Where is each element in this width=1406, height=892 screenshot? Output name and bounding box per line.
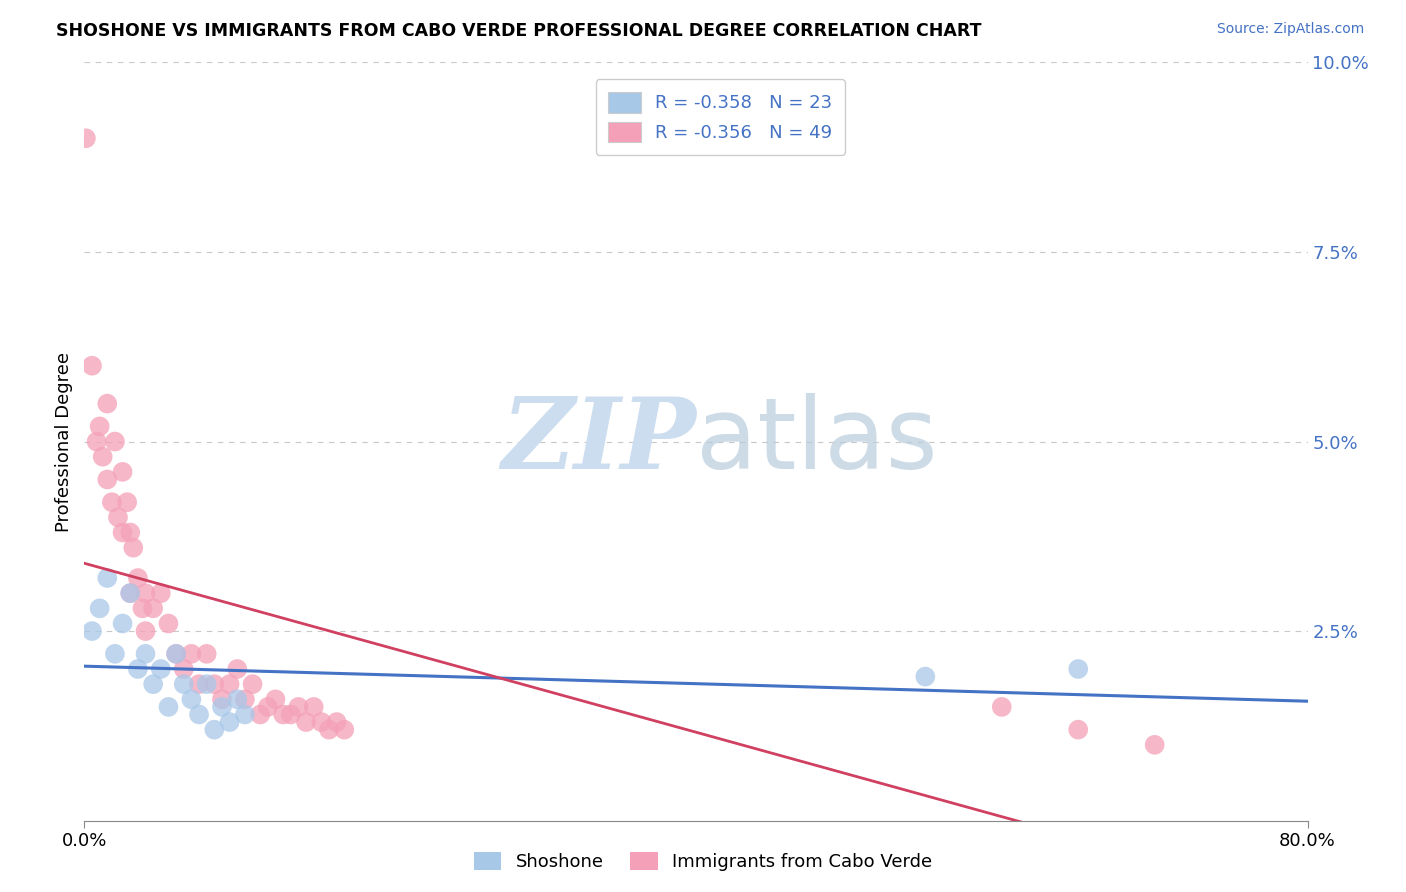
Point bbox=[188, 677, 211, 691]
Point bbox=[287, 699, 309, 714]
Point bbox=[142, 677, 165, 691]
Point bbox=[318, 723, 340, 737]
Point bbox=[195, 647, 218, 661]
Point bbox=[80, 359, 103, 373]
Point bbox=[135, 647, 157, 661]
Point bbox=[1143, 738, 1166, 752]
Point bbox=[111, 525, 134, 540]
Point bbox=[127, 571, 149, 585]
Point bbox=[107, 510, 129, 524]
Point bbox=[991, 699, 1014, 714]
Point bbox=[127, 662, 149, 676]
Point bbox=[173, 662, 195, 676]
Point bbox=[211, 699, 233, 714]
Point bbox=[257, 699, 280, 714]
Text: ZIP: ZIP bbox=[501, 393, 696, 490]
Point bbox=[120, 586, 142, 600]
Point bbox=[202, 677, 225, 691]
Point bbox=[91, 450, 114, 464]
Point bbox=[325, 715, 347, 730]
Point bbox=[233, 707, 256, 722]
Legend: Shoshone, Immigrants from Cabo Verde: Shoshone, Immigrants from Cabo Verde bbox=[467, 845, 939, 879]
Point bbox=[280, 707, 302, 722]
Point bbox=[295, 715, 318, 730]
Point bbox=[180, 647, 202, 661]
Point bbox=[1067, 723, 1090, 737]
Point bbox=[120, 525, 142, 540]
Point bbox=[135, 624, 157, 639]
Point bbox=[226, 692, 249, 706]
Point bbox=[89, 601, 111, 615]
Point bbox=[264, 692, 287, 706]
Point bbox=[165, 647, 187, 661]
Point bbox=[165, 647, 187, 661]
Point bbox=[120, 586, 142, 600]
Point bbox=[96, 571, 118, 585]
Point bbox=[157, 699, 180, 714]
Point bbox=[333, 723, 356, 737]
Point bbox=[115, 495, 138, 509]
Point bbox=[311, 715, 333, 730]
Text: atlas: atlas bbox=[696, 393, 938, 490]
Point bbox=[195, 677, 218, 691]
Point bbox=[89, 419, 111, 434]
Point bbox=[226, 662, 249, 676]
Point bbox=[218, 677, 240, 691]
Point bbox=[149, 586, 172, 600]
Point bbox=[111, 465, 134, 479]
Point bbox=[149, 662, 172, 676]
Point bbox=[188, 707, 211, 722]
Point bbox=[180, 692, 202, 706]
Point bbox=[914, 669, 936, 684]
Point bbox=[122, 541, 145, 555]
Legend: R = -0.358   N = 23, R = -0.356   N = 49: R = -0.358 N = 23, R = -0.356 N = 49 bbox=[596, 79, 845, 155]
Point bbox=[157, 616, 180, 631]
Point bbox=[271, 707, 294, 722]
Point bbox=[86, 434, 108, 449]
Text: Source: ZipAtlas.com: Source: ZipAtlas.com bbox=[1216, 22, 1364, 37]
Point bbox=[131, 601, 153, 615]
Point bbox=[104, 434, 127, 449]
Point bbox=[75, 131, 97, 145]
Point bbox=[142, 601, 165, 615]
Y-axis label: Professional Degree: Professional Degree bbox=[55, 351, 73, 532]
Point bbox=[80, 624, 103, 639]
Point bbox=[302, 699, 325, 714]
Point bbox=[242, 677, 264, 691]
Text: SHOSHONE VS IMMIGRANTS FROM CABO VERDE PROFESSIONAL DEGREE CORRELATION CHART: SHOSHONE VS IMMIGRANTS FROM CABO VERDE P… bbox=[56, 22, 981, 40]
Point bbox=[211, 692, 233, 706]
Point bbox=[111, 616, 134, 631]
Point bbox=[104, 647, 127, 661]
Point bbox=[173, 677, 195, 691]
Point bbox=[96, 473, 118, 487]
Point bbox=[1067, 662, 1090, 676]
Point bbox=[233, 692, 256, 706]
Point bbox=[135, 586, 157, 600]
Point bbox=[218, 715, 240, 730]
Point bbox=[202, 723, 225, 737]
Point bbox=[96, 396, 118, 410]
Point bbox=[101, 495, 124, 509]
Point bbox=[249, 707, 271, 722]
